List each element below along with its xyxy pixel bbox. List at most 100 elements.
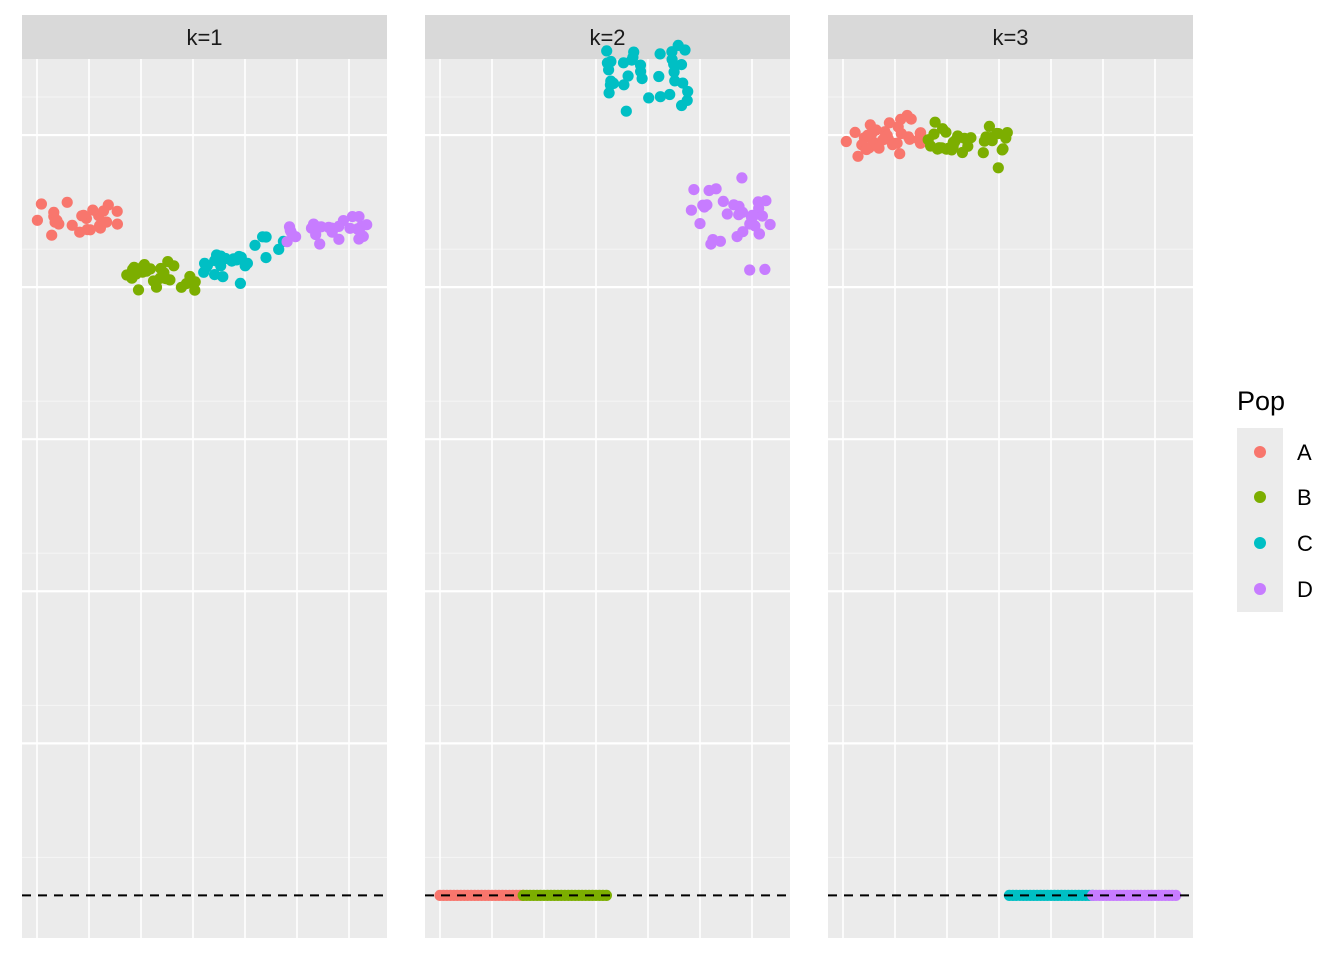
data-point-A	[101, 216, 113, 228]
data-point-A	[877, 134, 889, 146]
data-point-A	[111, 218, 123, 230]
series-D	[685, 172, 776, 276]
data-point-D	[314, 238, 326, 250]
data-point-B	[126, 272, 138, 284]
legend-key-C	[1254, 537, 1266, 549]
legend-label-B: B	[1297, 485, 1312, 510]
data-point-A	[46, 229, 58, 241]
legend-label-A: A	[1297, 440, 1312, 465]
data-point-D	[728, 199, 740, 211]
data-point-D	[759, 263, 771, 275]
data-point-C	[634, 59, 647, 71]
data-point-D	[353, 211, 365, 223]
data-point-B	[168, 260, 180, 272]
data-point-B	[1001, 127, 1013, 139]
data-point-A	[895, 128, 907, 140]
data-point-A	[48, 206, 60, 218]
data-point-D	[736, 172, 748, 184]
data-point-B	[127, 263, 139, 275]
data-point-D	[744, 264, 756, 276]
facet-strip-label: k=3	[992, 25, 1028, 50]
facet-panel-1: k=1	[22, 15, 387, 938]
data-point-A	[894, 148, 906, 160]
data-point-D	[685, 204, 698, 216]
data-point-C	[603, 87, 615, 99]
data-point-D	[737, 226, 749, 238]
data-point-C	[601, 45, 613, 57]
series-B	[922, 116, 1013, 174]
legend-label-C: C	[1297, 531, 1313, 556]
data-point-B	[175, 281, 187, 293]
data-point-C	[260, 252, 272, 264]
data-point-B	[928, 128, 940, 140]
data-point-C	[681, 94, 693, 106]
legend-key-B	[1254, 491, 1266, 503]
data-point-A	[840, 135, 852, 148]
data-point-D	[756, 210, 769, 222]
data-point-B	[155, 262, 167, 275]
data-point-C	[217, 271, 229, 283]
data-point-D	[717, 195, 729, 207]
data-point-A	[76, 210, 88, 222]
data-point-A	[102, 199, 114, 211]
data-point-B	[140, 265, 153, 277]
data-point-B	[997, 143, 1009, 155]
legend-key-A	[1254, 446, 1266, 458]
data-point-B	[983, 120, 996, 132]
panel-background	[22, 59, 387, 938]
data-point-D	[747, 210, 759, 222]
data-point-B	[937, 123, 949, 135]
data-point-D	[694, 218, 706, 230]
data-point-C	[209, 255, 221, 267]
facet-strip-background	[22, 15, 387, 59]
data-point-B	[992, 162, 1004, 174]
data-point-C	[257, 231, 269, 243]
data-point-B	[147, 275, 160, 287]
data-point-C	[643, 92, 655, 104]
series-B	[121, 256, 201, 296]
data-point-D	[749, 220, 761, 232]
data-point-A	[862, 129, 874, 141]
data-point-A	[905, 113, 917, 125]
data-point-B	[929, 116, 941, 128]
data-point-D	[308, 218, 320, 230]
data-point-A	[870, 124, 882, 136]
data-point-C	[627, 51, 639, 63]
facet-panel-2: k=2	[425, 15, 790, 938]
data-point-D	[333, 220, 345, 232]
data-point-A	[87, 204, 99, 216]
data-point-D	[688, 184, 700, 196]
data-point-B	[946, 144, 958, 156]
data-point-D	[701, 199, 713, 211]
data-point-D	[344, 222, 356, 234]
data-point-C	[622, 70, 634, 82]
data-point-A	[849, 126, 861, 138]
data-point-C	[234, 277, 246, 289]
series-D	[281, 211, 373, 250]
data-point-A	[49, 216, 61, 228]
data-point-C	[620, 105, 632, 117]
data-point-A	[860, 143, 873, 156]
data-point-D	[361, 219, 373, 231]
data-point-C	[682, 85, 694, 98]
data-point-C	[636, 73, 648, 85]
data-point-B	[984, 132, 997, 144]
data-point-C	[654, 48, 666, 60]
series-B	[517, 889, 613, 902]
facet-strip-background	[828, 15, 1193, 59]
series-C	[1003, 889, 1099, 902]
data-point-C	[618, 79, 630, 91]
data-point-C	[235, 251, 247, 263]
data-point-D	[736, 206, 749, 218]
data-point-D	[310, 229, 322, 241]
series-C	[601, 39, 694, 117]
data-point-C	[249, 239, 261, 251]
data-point-C	[605, 55, 617, 68]
data-point-D	[333, 233, 345, 245]
data-point-D	[353, 233, 365, 245]
data-point-A	[74, 226, 86, 238]
panel-background	[425, 59, 790, 938]
data-point-C	[653, 70, 665, 83]
